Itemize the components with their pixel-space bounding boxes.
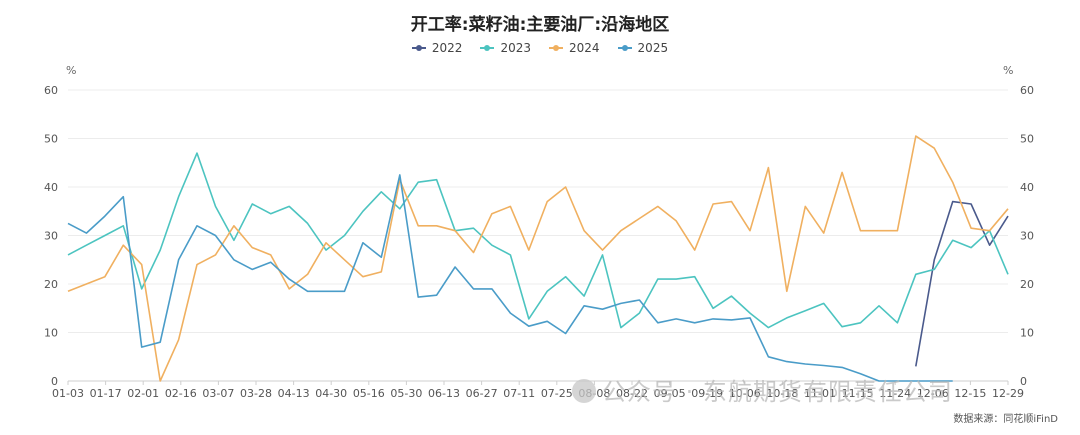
x-tick-label-08-08: 08-08 (578, 387, 610, 400)
legend-label-2022: 2022 (431, 41, 463, 55)
y-tick-left-40: 40 (44, 181, 58, 194)
y-tick-left-50: 50 (44, 133, 58, 146)
y-axis-unit-right: % (1003, 64, 1014, 77)
source-note: 数据来源：同花顺iFinD (953, 414, 1058, 425)
axes: 0 0 10 10 20 20 30 30 40 40 50 50 60 60 01-03 01-17 02-0… (44, 84, 1034, 400)
legend-item-2023[interactable]: 2023 (480, 41, 531, 55)
x-tick-label-07-11: 07-11 (503, 387, 535, 400)
x-tick-label-06-27: 06-27 (466, 387, 498, 400)
chart-legend: 2022 2023 2024 2025 (0, 41, 1080, 55)
x-tick-label-03-28: 03-28 (240, 387, 272, 400)
x-tick-label-11-15: 11-15 (842, 387, 874, 400)
x-tick-label-01-17: 01-17 (90, 387, 122, 400)
legend-label-2025: 2025 (637, 41, 669, 55)
legend-swatch-2022 (411, 45, 426, 51)
y-tick-right-50: 50 (1020, 133, 1034, 146)
y-tick-left-10: 10 (44, 327, 58, 340)
x-tick-label-11-01: 11-01 (804, 387, 836, 400)
x-tick-label-05-30: 05-30 (390, 387, 422, 400)
legend-swatch-2025 (617, 45, 632, 51)
x-tick-label-10-06: 10-06 (729, 387, 761, 400)
series-line-2025 (67, 174, 953, 382)
x-tick-label-11-24: 11-24 (879, 387, 911, 400)
legend-item-2022[interactable]: 2022 (411, 41, 463, 55)
x-tick-label-04-30: 04-30 (315, 387, 347, 400)
chart-title: 开工率:菜籽油:主要油厂:沿海地区 (410, 15, 670, 35)
x-tick-label-04-13: 04-13 (278, 387, 310, 400)
x-tick-label-12-06: 12-06 (917, 387, 949, 400)
x-tick-label-09-19: 09-19 (691, 387, 723, 400)
grid-lines (68, 89, 1008, 382)
legend-swatch-2024 (549, 45, 563, 51)
series-line-2023 (67, 152, 1009, 329)
legend-item-2024[interactable]: 2024 (549, 41, 600, 55)
y-tick-right-10: 10 (1020, 327, 1034, 340)
x-tick-label-12-29: 12-29 (992, 387, 1024, 400)
y-tick-left-0: 0 (51, 375, 58, 388)
legend-label-2023: 2023 (500, 41, 531, 55)
x-tick-label-02-16: 02-16 (165, 387, 197, 400)
legend-label-2024: 2024 (569, 41, 600, 55)
x-tick-label-03-07: 03-07 (202, 387, 234, 400)
x-tick-label-10-18: 10-18 (766, 387, 798, 400)
y-tick-left-30: 30 (44, 230, 58, 243)
y-tick-left-60: 60 (44, 84, 58, 97)
legend-swatch-2023 (480, 45, 495, 51)
series-lines (67, 135, 1009, 382)
x-tick-label-12-15: 12-15 (954, 387, 986, 400)
y-axis-unit-left: % (66, 64, 77, 77)
series-line-2024 (67, 135, 1009, 382)
y-tick-right-20: 20 (1020, 278, 1034, 291)
y-tick-right-0: 0 (1020, 375, 1027, 388)
x-tick-label-08-22: 08-22 (616, 387, 648, 400)
legend-item-2025[interactable]: 2025 (617, 41, 669, 55)
y-tick-right-40: 40 (1020, 181, 1034, 194)
x-tick-label-02-01: 02-01 (127, 387, 159, 400)
x-tick-label-07-25: 07-25 (541, 387, 573, 400)
x-tick-label-01-03: 01-03 (52, 387, 84, 400)
y-tick-left-20: 20 (44, 278, 58, 291)
x-tick-label-06-13: 06-13 (428, 387, 460, 400)
series-line-2022 (915, 200, 1009, 367)
y-tick-right-30: 30 (1020, 230, 1034, 243)
x-tick-label-05-16: 05-16 (353, 387, 385, 400)
y-tick-right-60: 60 (1020, 84, 1034, 97)
x-tick-label-09-05: 09-05 (654, 387, 686, 400)
